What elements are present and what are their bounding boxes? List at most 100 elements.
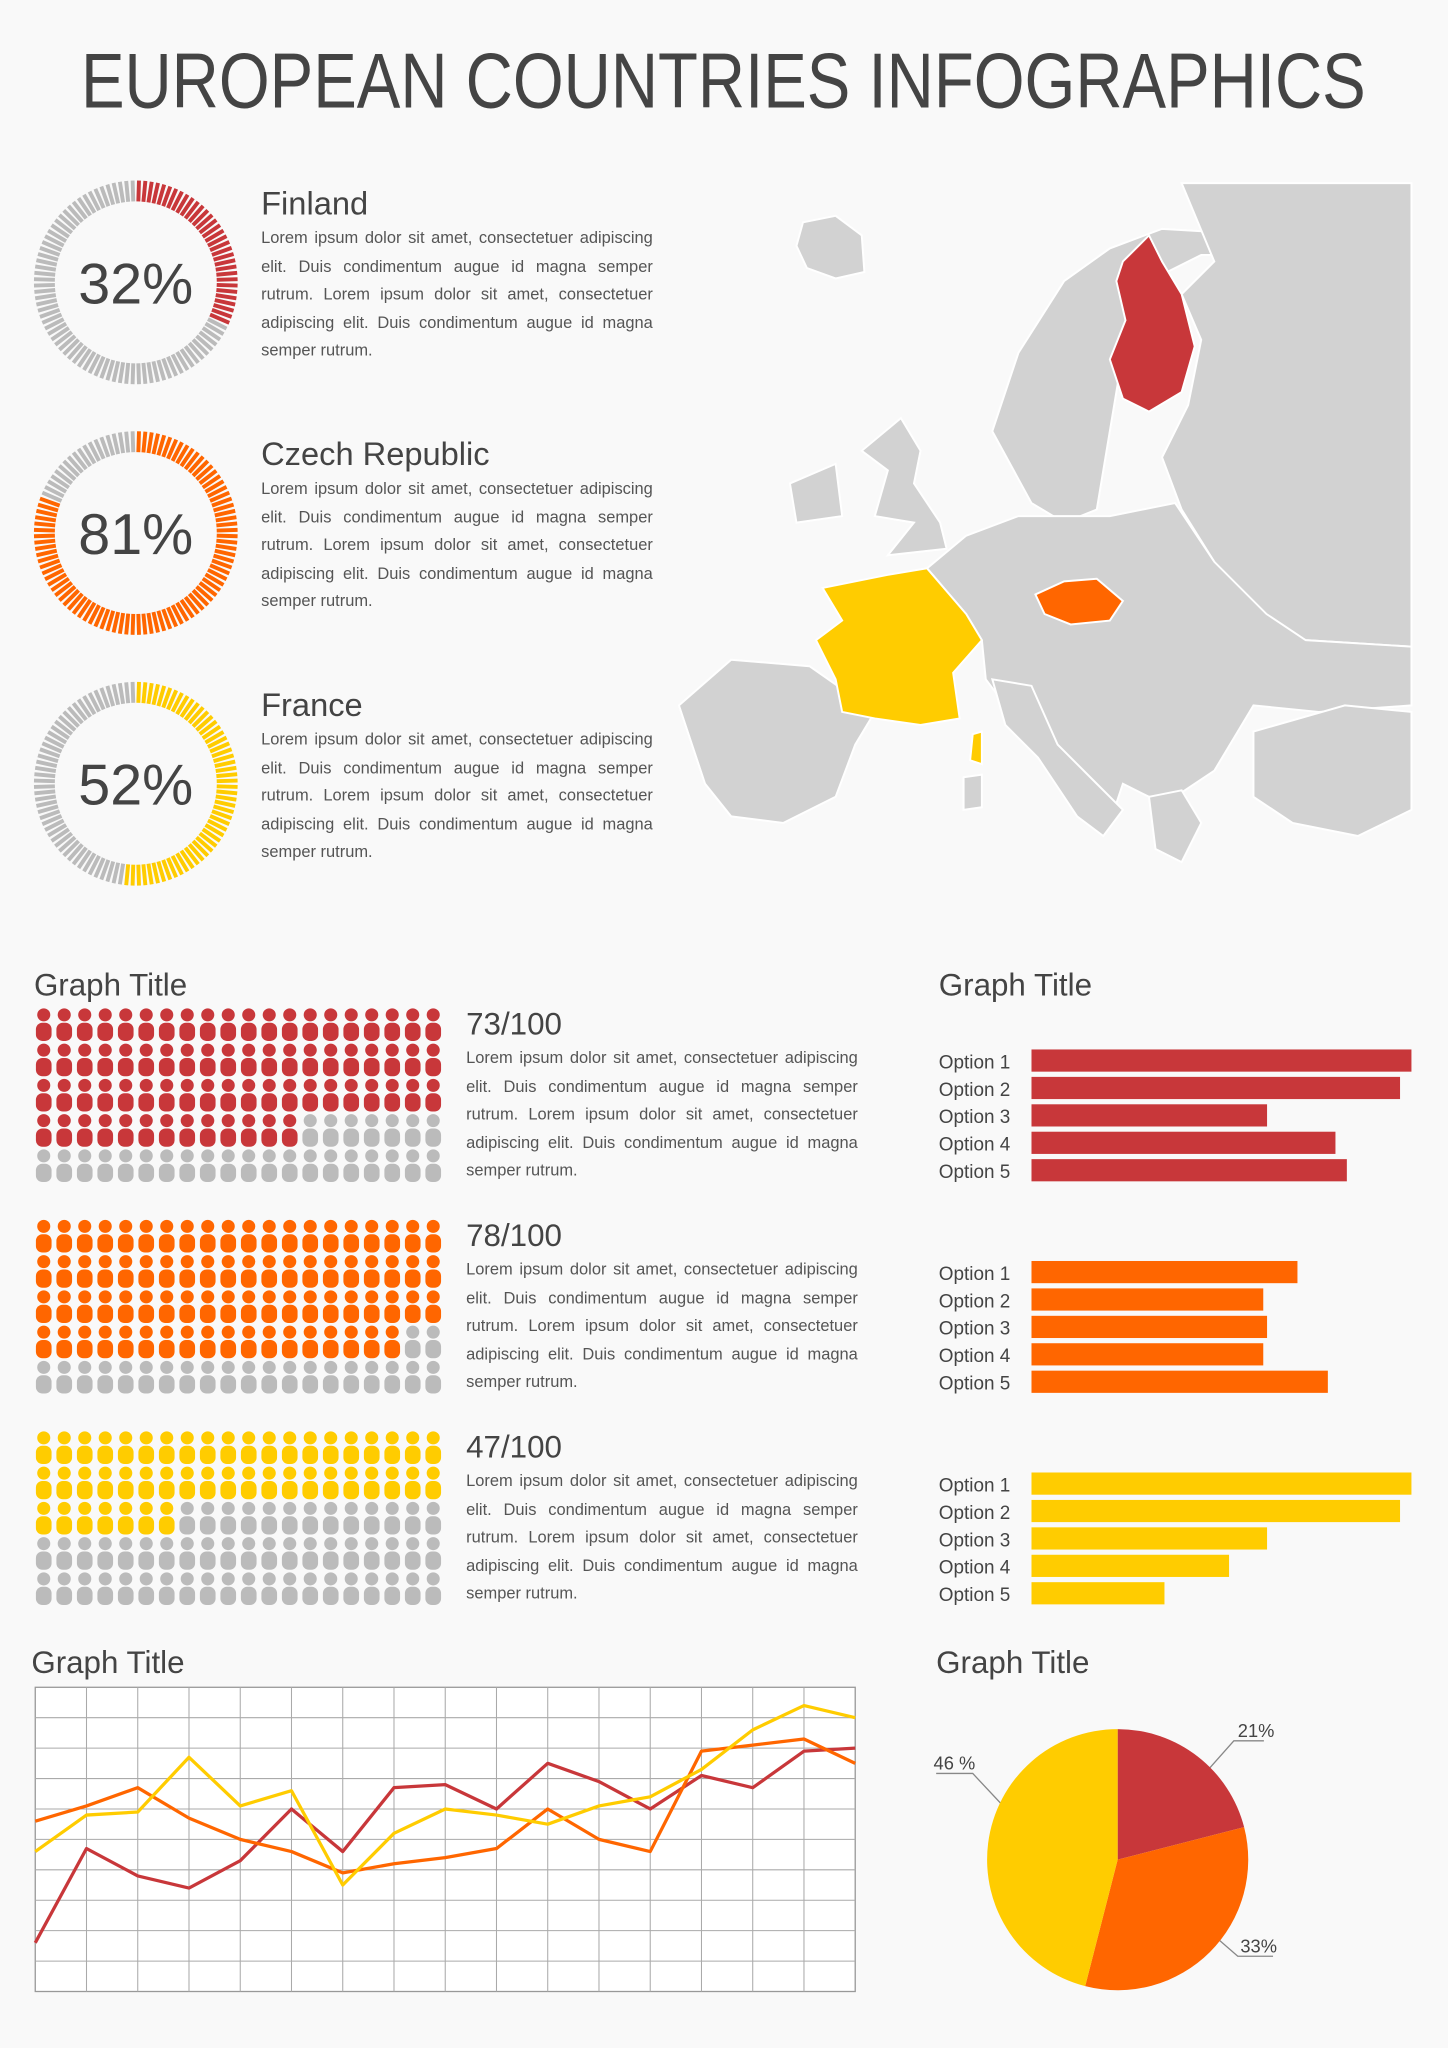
donut-segment [216, 784, 238, 789]
donut-segment [191, 839, 210, 858]
icon-head [119, 1572, 133, 1586]
donut-segment [33, 778, 55, 784]
icon-head [37, 1255, 51, 1269]
icon-body [240, 1022, 257, 1041]
donut-segment [175, 852, 190, 873]
donut-segment [175, 601, 190, 622]
donut-segment [41, 563, 63, 576]
donut-segment [99, 687, 111, 709]
europe-map [677, 182, 1413, 864]
icon-body [158, 1304, 175, 1324]
donut-segment [54, 330, 74, 347]
bar [1031, 1554, 1230, 1577]
icon-head [180, 1008, 194, 1022]
icon-head [98, 1431, 112, 1445]
icon-head [57, 1114, 71, 1128]
donut-segment [215, 515, 237, 523]
donut-segment [87, 190, 101, 212]
donut-fill [124, 681, 238, 886]
icon-head [139, 1008, 153, 1022]
donut-segment [161, 436, 173, 458]
donut-segment [166, 857, 179, 878]
bar-label: Option 2 [939, 1080, 1011, 1101]
icon-body [302, 1551, 319, 1570]
donut-segment [117, 612, 126, 634]
icon-head [180, 1572, 194, 1586]
donut-segment [66, 592, 84, 611]
icon-body [179, 1022, 196, 1041]
icon-head [119, 1537, 133, 1551]
icon-head [242, 1572, 256, 1586]
icons-rest [35, 1114, 442, 1182]
icon-head [385, 1078, 399, 1092]
donut-segment [111, 611, 121, 633]
donut-segment [35, 759, 58, 769]
icon-head [180, 1078, 194, 1092]
icon-body [220, 1480, 237, 1500]
icon-body [425, 1375, 442, 1394]
donut-segment [187, 204, 205, 223]
icon-body [179, 1128, 196, 1147]
icon-body [322, 1128, 339, 1147]
donut-segment [175, 351, 190, 372]
icon-body [97, 1551, 114, 1570]
icon-head [37, 1114, 51, 1128]
donut-segment [179, 598, 195, 619]
icon-body [425, 1093, 442, 1112]
donut-segment [216, 538, 238, 545]
icon-body [240, 1093, 257, 1112]
donut-segment [76, 849, 92, 870]
donut-segment [212, 303, 235, 313]
icon-body [138, 1269, 155, 1288]
icon-body [138, 1586, 155, 1606]
icon-body [56, 1551, 73, 1570]
icon-head [303, 1572, 317, 1586]
icon-body [384, 1551, 401, 1570]
icons-rest [35, 1501, 442, 1606]
icon-body [179, 1304, 196, 1324]
donut-segment [156, 685, 167, 707]
icon-head [344, 1572, 358, 1586]
icon-body [384, 1234, 401, 1253]
icon-head [406, 1219, 420, 1233]
icon-head [57, 1360, 71, 1374]
donut-segment [41, 240, 63, 253]
donut-segment [105, 860, 116, 883]
icon-head [426, 1572, 440, 1586]
donut-segment [62, 839, 80, 858]
icon-head [365, 1501, 379, 1515]
score-label: 47/100 [466, 1429, 562, 1464]
icon-body [179, 1586, 196, 1606]
donut-segment [34, 264, 57, 272]
icon-head [283, 1149, 297, 1163]
icon-head [242, 1290, 256, 1304]
icon-body [56, 1022, 73, 1041]
icon-body [343, 1093, 360, 1112]
icon-body [363, 1445, 380, 1465]
icon-body [220, 1163, 237, 1182]
paragraph-box: Lorem ipsum dolor sit amet, consectetuer… [261, 730, 653, 861]
icon-head [365, 1255, 379, 1269]
icon-body [261, 1093, 278, 1112]
donut-segment [201, 326, 222, 342]
donut-segment [166, 606, 179, 628]
icon-body [138, 1339, 155, 1359]
icon-head [78, 1290, 92, 1304]
donut-label: 52% [78, 754, 193, 818]
icon-body [97, 1375, 114, 1394]
icon-body [425, 1163, 442, 1182]
icon-body [220, 1304, 237, 1324]
pie-slice [1117, 1729, 1245, 1860]
donut-segment [204, 479, 225, 494]
icon-head [262, 1501, 276, 1515]
icon-body [179, 1375, 196, 1394]
donut-segment [209, 490, 231, 503]
donut-segment [136, 180, 141, 202]
donut-segment [175, 444, 190, 465]
icon-head [119, 1360, 133, 1374]
icon-head [180, 1219, 194, 1233]
donut-segment [117, 682, 126, 705]
donut-segment [124, 682, 131, 704]
donut-segment [179, 447, 195, 468]
icon-head [160, 1325, 174, 1339]
